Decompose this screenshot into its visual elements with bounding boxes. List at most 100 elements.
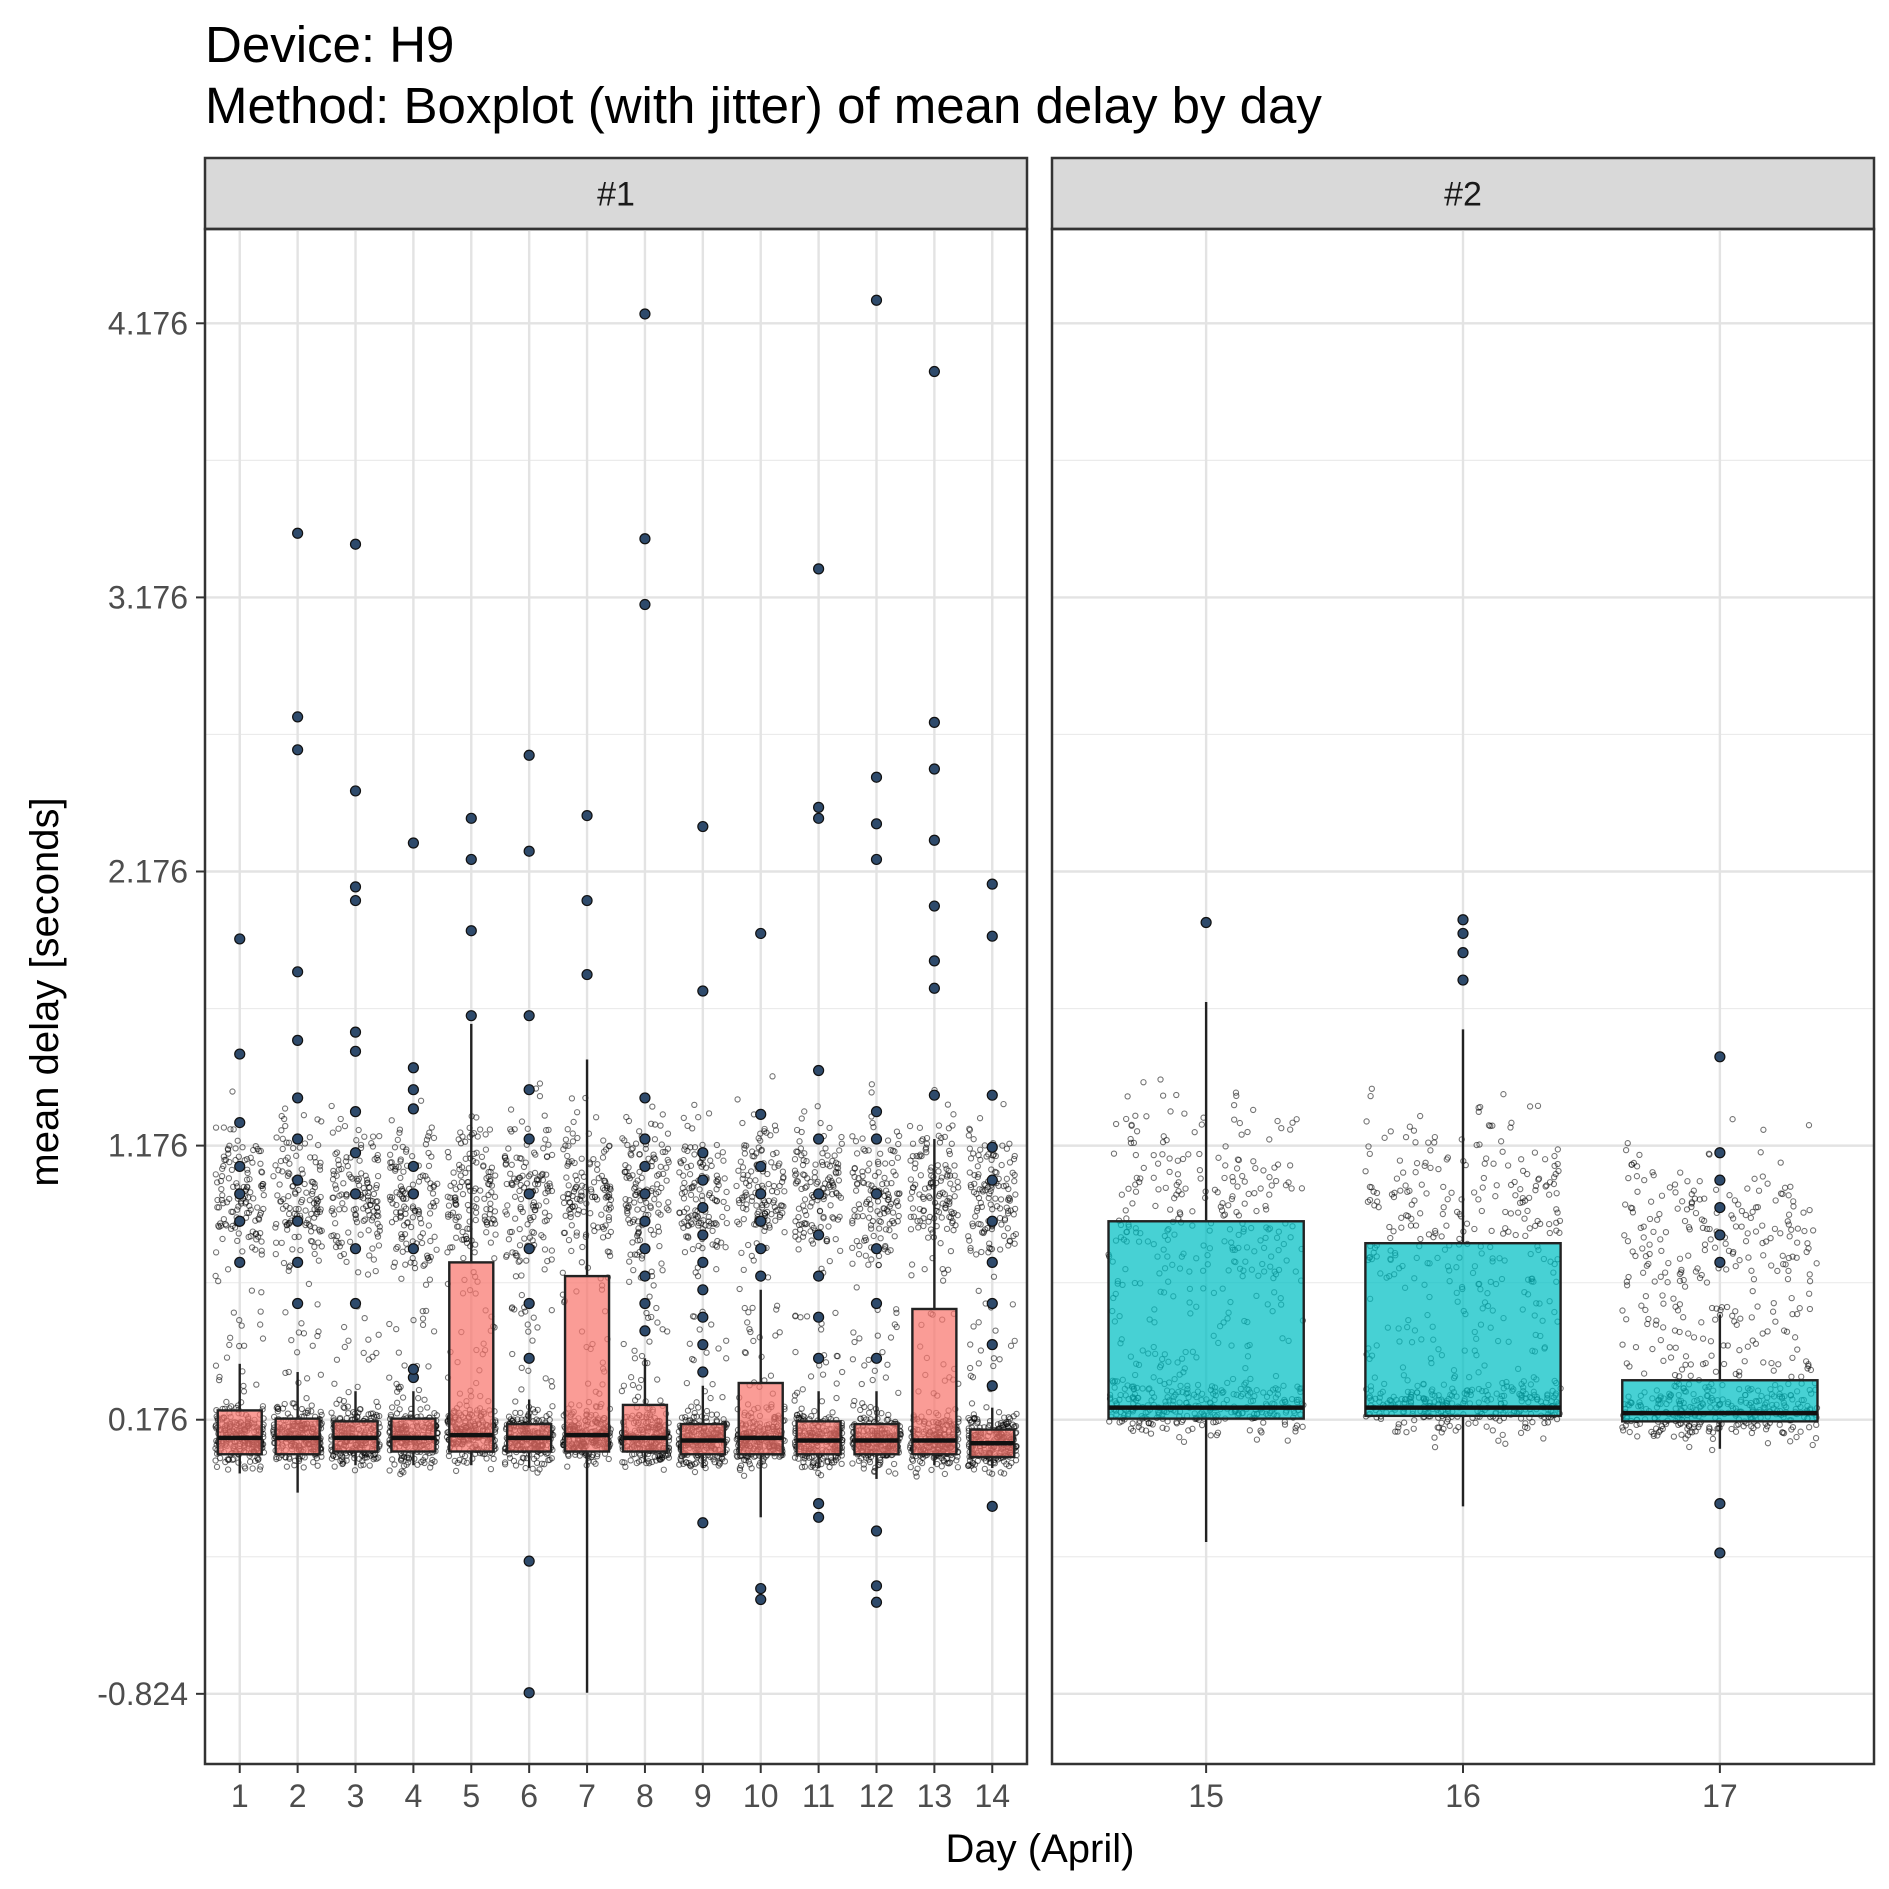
jitter-point xyxy=(234,1137,241,1144)
jitter-point xyxy=(433,1197,440,1205)
jitter-point xyxy=(859,1135,866,1142)
jitter-point xyxy=(317,1371,325,1378)
jitter-point xyxy=(422,1281,430,1288)
jitter-point xyxy=(529,1337,536,1344)
jitter-point xyxy=(239,1248,246,1255)
jitter-point xyxy=(415,1178,423,1185)
jitter-point xyxy=(862,1252,869,1259)
jitter-point xyxy=(776,1182,783,1190)
jitter-point xyxy=(363,1454,371,1461)
jitter-point xyxy=(935,1122,943,1129)
jitter-point xyxy=(399,1233,406,1241)
jitter-point xyxy=(634,1206,641,1213)
jitter-point xyxy=(850,1329,857,1336)
jitter-point xyxy=(352,1215,359,1222)
jitter-point xyxy=(651,1136,659,1143)
jitter-point xyxy=(258,1238,265,1245)
jitter-point xyxy=(524,1125,531,1132)
facet-strip-1 xyxy=(203,156,1029,231)
jitter-point xyxy=(565,1158,572,1166)
jitter-point xyxy=(365,1336,372,1343)
jitter-point xyxy=(214,1196,221,1204)
jitter-point xyxy=(232,1156,239,1164)
jitter-point xyxy=(542,1127,550,1134)
jitter-point xyxy=(391,1144,399,1151)
jitter-point xyxy=(491,1193,499,1200)
jitter-point xyxy=(636,1128,643,1135)
jitter-point xyxy=(770,1182,778,1190)
jitter-point xyxy=(462,1233,469,1240)
jitter-point xyxy=(329,1129,336,1136)
jitter-point xyxy=(272,1162,279,1169)
jitter-point xyxy=(450,1179,458,1186)
jitter-point xyxy=(690,1356,697,1364)
jitter-point xyxy=(285,1368,292,1376)
jitter-point xyxy=(723,1204,731,1212)
jitter-point xyxy=(356,1157,363,1164)
jitter-point xyxy=(480,1162,487,1169)
jitter-point xyxy=(258,1168,265,1175)
jitter-point xyxy=(341,1206,348,1213)
jitter-point xyxy=(599,1234,607,1241)
jitter-point xyxy=(398,1468,405,1475)
jitter-point xyxy=(472,1216,479,1224)
jitter-point xyxy=(459,1236,466,1243)
jitter-point xyxy=(548,1256,555,1263)
jitter-point xyxy=(791,1156,799,1163)
jitter-point xyxy=(457,1129,464,1136)
jitter-point xyxy=(333,1356,341,1363)
jitter-point xyxy=(517,1203,524,1211)
jitter-point xyxy=(345,1388,352,1396)
jitter-point xyxy=(524,1221,531,1228)
jitter-point xyxy=(917,1172,924,1179)
jitter-point xyxy=(708,1162,715,1170)
jitter-point xyxy=(629,1239,636,1246)
jitter-point xyxy=(333,1400,340,1407)
jitter-point xyxy=(295,1205,302,1213)
jitter-point xyxy=(220,1215,228,1223)
jitter-point xyxy=(429,1190,437,1197)
jitter-point xyxy=(658,1260,665,1267)
jitter-point xyxy=(512,1252,520,1259)
jitter-point xyxy=(328,1455,336,1462)
jitter-point xyxy=(260,1191,267,1199)
jitter-point xyxy=(257,1308,264,1315)
jitter-point xyxy=(739,1164,747,1171)
jitter-point xyxy=(418,1220,425,1227)
jitter-point xyxy=(511,1193,519,1200)
jitter-point xyxy=(807,1373,815,1380)
jitter-point xyxy=(525,1173,533,1180)
jitter-point xyxy=(419,1315,427,1322)
jitter-point xyxy=(290,1144,297,1152)
jitter-point xyxy=(464,1225,471,1232)
jitter-point xyxy=(849,1460,856,1467)
jitter-point xyxy=(578,1189,585,1196)
jitter-point xyxy=(488,1182,496,1189)
jitter-point xyxy=(588,1193,596,1201)
jitter-point xyxy=(243,1209,251,1217)
jitter-point xyxy=(630,1266,637,1274)
jitter-point xyxy=(488,1189,495,1196)
jitter-point xyxy=(298,1405,306,1413)
jitter-point xyxy=(921,1266,928,1273)
jitter-point xyxy=(477,1126,484,1133)
jitter-point xyxy=(588,1453,595,1460)
jitter-point xyxy=(336,1192,343,1199)
jitter-point xyxy=(543,1217,550,1224)
jitter-point xyxy=(278,1239,285,1247)
jitter-point xyxy=(473,1114,480,1121)
jitter-point xyxy=(346,1238,354,1245)
jitter-point xyxy=(851,1206,858,1214)
jitter-point xyxy=(947,1247,955,1255)
facet-panel-1: #1 1 2 3 4 5 6 7 8 9 10 11 12 13 14 xyxy=(203,156,1029,1814)
jitter-point xyxy=(431,1233,438,1240)
jitter-point xyxy=(296,1144,303,1151)
grid-1 xyxy=(205,229,1027,1764)
jitter-point xyxy=(328,1409,335,1416)
jitter-point xyxy=(739,1119,746,1127)
jitter-point xyxy=(849,1260,856,1267)
jitter-point xyxy=(386,1374,393,1381)
jitter-point xyxy=(449,1244,456,1251)
jitter-point xyxy=(247,1206,254,1213)
jitter-point xyxy=(631,1355,639,1362)
